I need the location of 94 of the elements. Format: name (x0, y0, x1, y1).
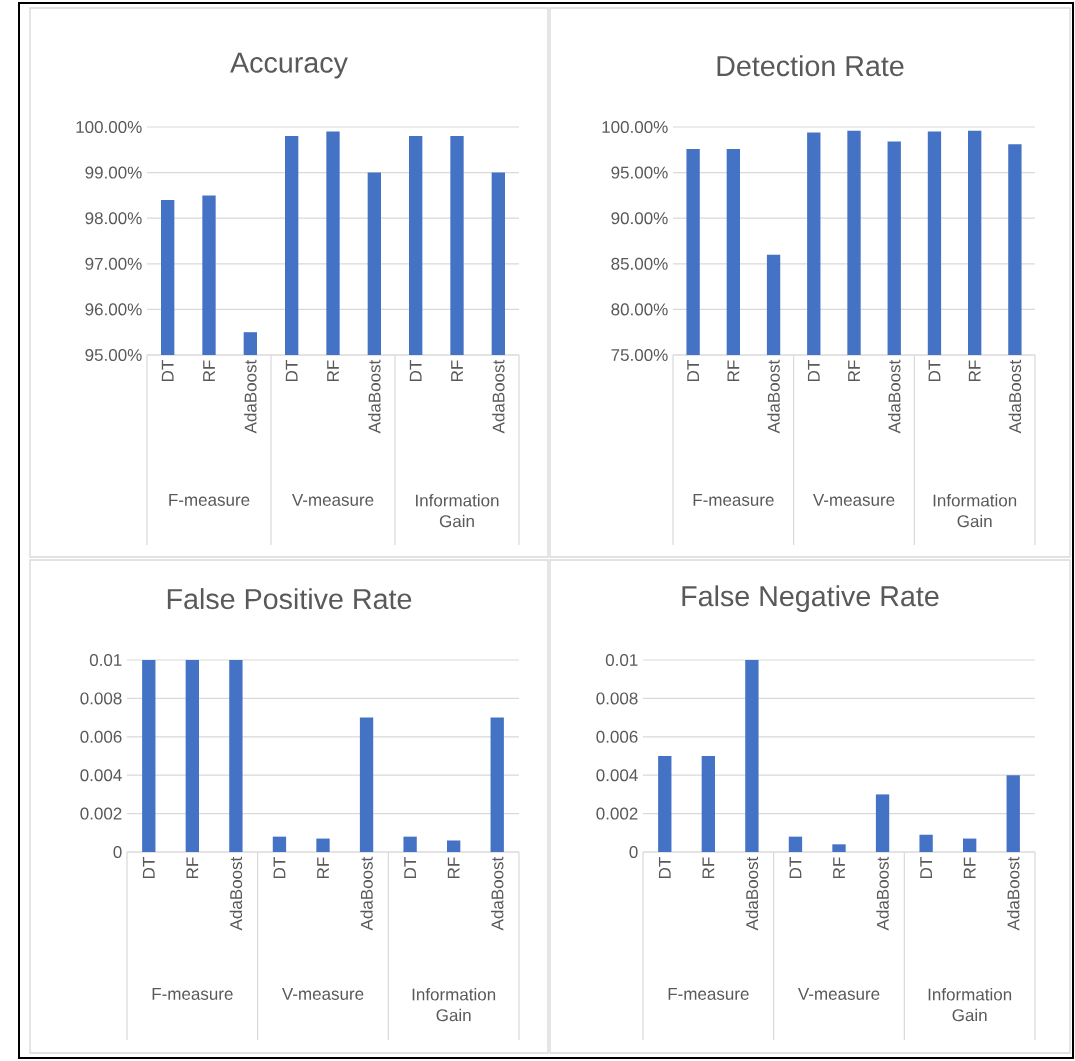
chart-title: False Negative Rate (682, 585, 939, 613)
y-tick-label: 96.00% (85, 303, 142, 316)
y-tick-label: 95.00% (611, 166, 668, 179)
text: Information Gain (412, 988, 496, 1022)
y-tick-label: 90.00% (611, 212, 668, 225)
bar (1006, 775, 1020, 852)
x-tick-label: DT (658, 857, 671, 878)
bar (701, 756, 716, 852)
x-tick-label: DT (807, 360, 820, 381)
y-tick-label: 0.01 (89, 653, 122, 667)
x-tick-label: DT (789, 857, 802, 878)
bar (447, 840, 461, 852)
y-tick-label: 95.00% (85, 348, 142, 362)
bar (185, 660, 199, 852)
x-tick-label: AdaBoost (1006, 856, 1020, 931)
x-tick-label: RF (968, 360, 981, 381)
text: V-measure (797, 988, 880, 1000)
y-tick-label: 0.008 (80, 692, 122, 705)
x-tick-label: DT (161, 360, 174, 381)
y-tick-label: 0.002 (596, 807, 638, 820)
x-tick-label: AdaBoost (767, 359, 780, 434)
bar (919, 834, 933, 852)
bar (272, 836, 287, 852)
bar (875, 794, 890, 852)
y-tick-label: 0.01 (605, 653, 638, 667)
y-tick-label: 75.00% (611, 348, 668, 362)
y-tick-label: 0 (113, 845, 122, 859)
bar (788, 836, 803, 852)
bar (490, 717, 504, 852)
text: V-measure (291, 494, 374, 506)
x-tick-label: RF (702, 857, 715, 878)
x-tick-label: AdaBoost (360, 856, 373, 931)
bar (832, 844, 846, 852)
y-tick-label: 98.00% (85, 212, 142, 225)
bar (142, 660, 156, 852)
x-tick-label: AdaBoost (745, 856, 759, 931)
x-tick-label: DT (409, 360, 422, 381)
y-tick-label: 0 (629, 845, 638, 859)
x-tick-label: RF (833, 857, 845, 878)
y-tick-label: 100.00% (76, 120, 142, 134)
x-tick-label: DT (928, 360, 941, 381)
chart-title: Detection Rate (717, 55, 904, 77)
x-tick-label: RF (848, 360, 860, 381)
x-tick-label: DT (920, 857, 932, 878)
x-tick-label: DT (273, 857, 286, 878)
y-tick-label: 0.008 (596, 692, 638, 705)
y-tick-label: 100.00% (602, 120, 668, 134)
bar (658, 756, 672, 852)
y-tick-label: 80.00% (611, 303, 668, 316)
text: F-measure (693, 494, 774, 506)
x-tick-label: AdaBoost (229, 856, 243, 931)
text: F-measure (169, 494, 250, 506)
x-tick-label: RF (327, 360, 339, 381)
x-tick-label: AdaBoost (876, 856, 889, 931)
text: Information Gain (933, 494, 1017, 528)
bar (359, 717, 374, 852)
y-tick-label: 0.002 (80, 807, 122, 820)
x-tick-label: AdaBoost (490, 856, 504, 931)
x-tick-label: DT (687, 360, 699, 381)
text: F-measure (152, 988, 233, 1000)
x-tick-label: DT (404, 857, 416, 878)
text: Information Gain (928, 988, 1012, 1022)
y-tick-label: 99.00% (85, 166, 142, 179)
x-tick-label: AdaBoost (1008, 359, 1022, 434)
text: V-measure (281, 988, 364, 1000)
text: V-measure (812, 494, 895, 506)
x-tick-label: RF (963, 857, 976, 878)
chart-title: False Positive Rate (167, 588, 412, 610)
x-tick-label: RF (727, 360, 740, 381)
x-tick-label: RF (186, 857, 199, 878)
y-tick-label: 85.00% (611, 257, 668, 270)
x-tick-label: RF (317, 857, 329, 878)
bar (963, 838, 977, 852)
y-tick-label: 0.004 (596, 769, 638, 782)
y-tick-label: 0.006 (80, 730, 122, 743)
y-tick-label: 97.00% (85, 257, 142, 270)
bar (403, 836, 417, 852)
x-tick-label: RF (451, 360, 463, 381)
text: F-measure (668, 988, 749, 1000)
chart-title: Accuracy (230, 52, 348, 79)
x-tick-label: DT (142, 857, 155, 878)
x-tick-label: AdaBoost (492, 359, 505, 434)
y-tick-label: 0.004 (80, 769, 122, 782)
x-tick-label: AdaBoost (244, 359, 257, 434)
text: Information Gain (416, 494, 499, 528)
x-tick-label: DT (285, 360, 298, 381)
bar (229, 660, 243, 852)
bar (316, 838, 330, 852)
x-tick-label: RF (447, 857, 460, 878)
x-tick-label: RF (203, 360, 215, 381)
x-tick-label: AdaBoost (887, 359, 901, 434)
bar (745, 660, 759, 852)
y-tick-label: 0.006 (596, 730, 638, 743)
x-tick-label: AdaBoost (368, 359, 381, 434)
